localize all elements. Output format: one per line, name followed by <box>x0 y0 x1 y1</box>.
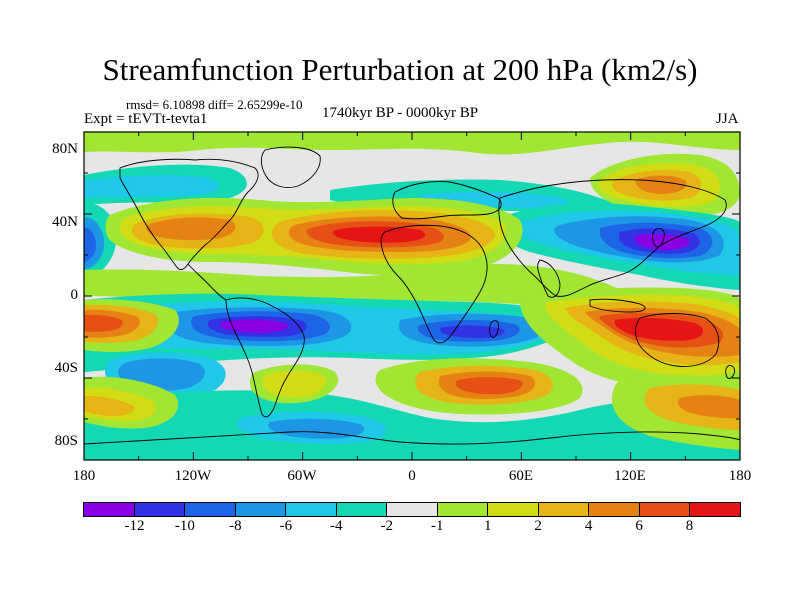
australia-coast <box>635 313 720 367</box>
greenland-coast <box>260 146 321 188</box>
colorbar-box <box>286 503 337 516</box>
na-high-west <box>146 217 236 241</box>
antarctica-coast <box>84 431 740 445</box>
colorbar-box <box>185 503 236 516</box>
x-tick-60E: 60E <box>508 468 534 484</box>
x-tick-0: 0 <box>408 468 416 484</box>
axis-ticks <box>83 131 741 461</box>
colorbar-label: 8 <box>685 518 694 534</box>
south-low-band-6 <box>219 319 289 333</box>
colorbar-box <box>538 503 590 516</box>
experiment-label: Expt = tEVTt-tevta1 <box>84 111 208 127</box>
sw-high-4 <box>84 314 123 332</box>
north-green-band <box>84 132 740 155</box>
antarctic-band-1 <box>84 390 740 460</box>
x-tick-60W: 60W <box>287 468 317 484</box>
colorbar-label: -2 <box>380 518 394 534</box>
contour-field <box>84 132 740 460</box>
colorbar-box <box>690 503 740 516</box>
colorbar-box <box>589 503 640 516</box>
colorbar-box <box>639 503 691 516</box>
india-coast <box>537 259 561 298</box>
y-tick-80N: 80N <box>52 141 78 157</box>
colorbar-box <box>84 503 135 516</box>
colorbar-box <box>437 503 489 516</box>
indonesia-coast <box>589 298 646 313</box>
colorbar-label: -8 <box>229 518 242 534</box>
plot-title: Streamfunction Perturbation at 200 hPa (… <box>102 52 698 87</box>
colorbar-label: -12 <box>124 518 145 534</box>
colorbar-label: -10 <box>174 518 195 534</box>
colorbar <box>83 502 741 517</box>
period-label: 1740kyr BP - 0000kyr BP <box>322 105 479 121</box>
new-zealand-coast <box>725 365 735 379</box>
colorbar-label: 6 <box>635 518 643 534</box>
coastlines <box>84 146 740 445</box>
y-tick-40N: 40N <box>52 214 78 230</box>
y-tick-0: 0 <box>70 287 79 303</box>
stats-line: rmsd= 6.10898 diff= 2.65299e-10 <box>126 97 303 112</box>
colorbar-label: 1 <box>483 518 492 534</box>
x-tick-120E: 120E <box>614 468 646 484</box>
se-south-high-3 <box>678 395 740 419</box>
season-label: JJA <box>716 111 739 127</box>
north-atlantic-blue <box>84 174 219 198</box>
colorbar-label: -6 <box>279 518 293 534</box>
x-tick-120W: 120W <box>174 468 212 484</box>
madagascar-coast <box>489 319 499 338</box>
europe-coast <box>392 181 502 220</box>
japan-coast <box>652 227 665 248</box>
patagonia-high-2 <box>262 370 327 398</box>
colorbar-label: -1 <box>430 518 444 534</box>
colorbar-box <box>134 503 186 516</box>
central-america-coast <box>187 263 227 301</box>
africa-coast <box>380 224 488 344</box>
sw-south-high-3 <box>84 395 135 416</box>
colorbar-label: 4 <box>584 518 593 534</box>
y-tick-80S: 80S <box>54 433 78 449</box>
colorbar-box <box>387 503 438 516</box>
south-america-coast <box>225 297 305 418</box>
colorbar-box <box>336 503 388 516</box>
y-tick-40S: 40S <box>54 360 78 376</box>
so-high-4 <box>455 377 523 395</box>
colorbar-label: -4 <box>330 518 343 534</box>
x-tick-180e: 180 <box>728 468 752 484</box>
colorbar-box <box>488 503 539 516</box>
colorbar-label: 2 <box>534 518 542 534</box>
x-tick-180w: 180 <box>72 468 96 484</box>
colorbar-box <box>235 503 287 516</box>
west-pacific-low-3 <box>84 227 96 262</box>
asia-coast <box>498 179 727 297</box>
north-america-coast <box>119 158 259 271</box>
na-high-7 <box>332 226 425 243</box>
